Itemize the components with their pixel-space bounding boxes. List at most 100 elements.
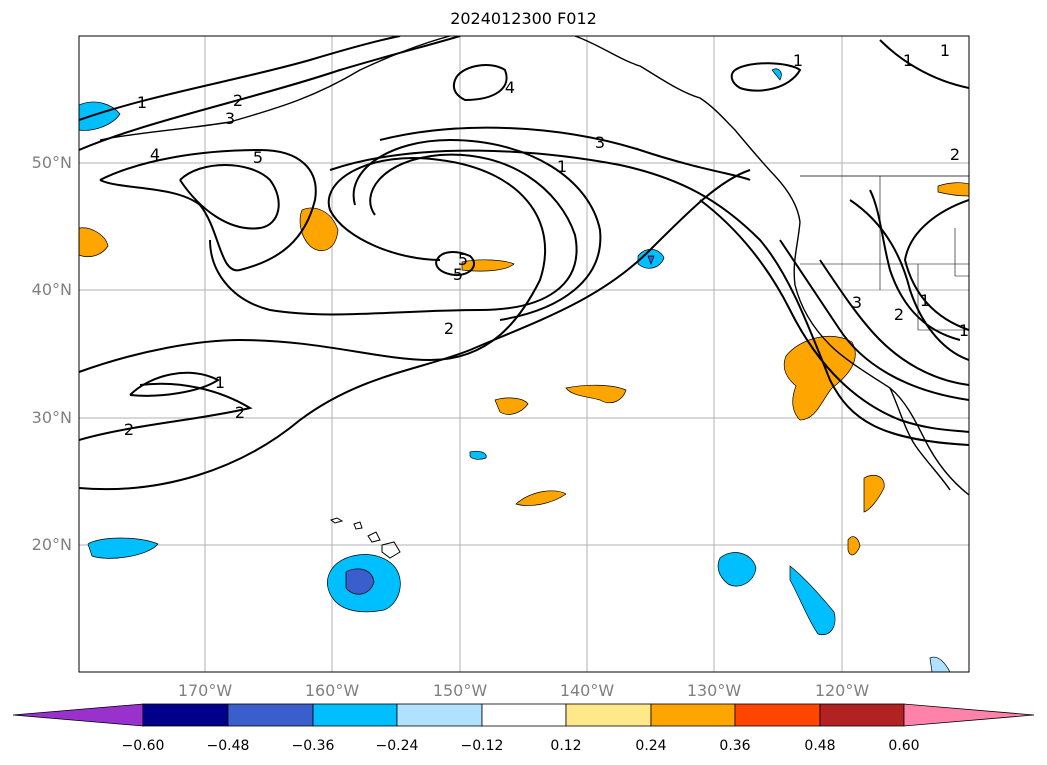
shade-neg-a	[87, 537, 159, 559]
map-title: 2024012300 F012	[450, 9, 597, 28]
clabel: 3	[852, 293, 862, 312]
clabel: 1	[920, 291, 930, 310]
shade-pos-h	[937, 182, 969, 197]
lat-label: 50°N	[31, 153, 72, 172]
contour-sw-loop	[129, 371, 220, 397]
shade-neg-topleft	[79, 101, 121, 131]
shade-neg-e	[469, 450, 487, 460]
clabel: 2	[894, 305, 904, 324]
clabel: 2	[950, 145, 960, 164]
lon-label: 130°W	[686, 681, 742, 700]
clabel: 1	[940, 41, 950, 60]
lat-label: 30°N	[31, 408, 72, 427]
lon-label: 150°W	[432, 681, 488, 700]
contour-top-loop	[452, 64, 508, 102]
contour-ne-loop	[903, 199, 969, 331]
contour-east-2	[779, 239, 969, 401]
colorbar-tick: 0.36	[719, 738, 751, 754]
colorbar-bin	[481, 703, 567, 727]
clabel: 4	[505, 78, 515, 97]
clabel: 2	[235, 403, 245, 422]
colorbar-tick: −0.36	[291, 738, 335, 754]
clabel: 5	[458, 250, 468, 269]
clabel: 5	[253, 148, 263, 167]
colorbar-tick: −0.12	[460, 738, 504, 754]
shade-pos-g	[847, 536, 861, 556]
colorbar-bin	[396, 703, 483, 727]
clabel: 3	[225, 109, 235, 128]
contour-low-inner-1	[209, 153, 578, 316]
colorbar-tick: −0.60	[121, 738, 165, 754]
contour-east-rise	[869, 189, 961, 341]
shade-pos-left	[79, 227, 109, 257]
clabel: 2	[124, 420, 134, 439]
colorbar-bin	[819, 703, 905, 727]
coastlines	[99, 36, 969, 496]
colorbar-bin	[227, 703, 314, 727]
shade-pos-c	[565, 384, 627, 404]
shade-pos-b	[461, 259, 515, 272]
contour-alaska-small	[730, 62, 802, 92]
colorbar-bin	[734, 703, 821, 727]
colorbar-tick: −0.48	[206, 738, 250, 754]
colorbar-extend-min	[12, 703, 144, 727]
clabel: 1	[137, 93, 147, 112]
us-west-coast	[793, 221, 969, 496]
contour-2-lower	[79, 382, 253, 441]
shade-neg-d	[789, 565, 836, 636]
lon-label: 140°W	[559, 681, 615, 700]
colorbar-tick: −0.24	[375, 738, 419, 754]
contour-inner-west	[179, 164, 280, 230]
map-frame	[78, 35, 970, 673]
state-borders	[800, 176, 969, 331]
shade-pos-e	[515, 490, 567, 506]
colorbar-bin	[565, 703, 652, 727]
hawaiian-islands	[329, 517, 401, 559]
clabel: 1	[557, 157, 567, 176]
clabel: 5	[453, 265, 463, 284]
baja	[889, 387, 951, 491]
contour-5-center	[435, 251, 475, 277]
shade-pos-d	[494, 397, 529, 415]
clabel: 2	[444, 319, 454, 338]
lat-label: 40°N	[31, 280, 72, 299]
contour-west-blob	[99, 148, 317, 272]
shade-pos-coast	[783, 335, 856, 421]
colorbar-bin	[650, 703, 736, 727]
colorbar-tick: 0.48	[804, 738, 836, 754]
contour-ne-top	[879, 39, 969, 89]
clabel: 4	[150, 145, 160, 164]
contour-east-1	[819, 259, 969, 386]
contour-2	[79, 36, 401, 121]
colorbar-tick: 0.24	[635, 738, 667, 754]
contour-labels: 1 2 3 4 5 4 5 5 3 1 2 2 1 2 1 3 2 1 2 1 …	[124, 41, 969, 439]
shade-neg-hawaii-core	[345, 568, 375, 595]
contour-east-inner	[849, 199, 969, 361]
colorbar-tick: 0.12	[550, 738, 582, 754]
clabel: 1	[793, 51, 803, 70]
shade-neg-b-core	[647, 255, 655, 265]
contour-east-3	[699, 199, 969, 433]
colorbar-tick: 0.60	[888, 738, 920, 754]
contour-long-1	[79, 169, 751, 491]
lat-label: 20°N	[31, 535, 72, 554]
shade-neg-c	[717, 552, 757, 587]
colorbar-bin	[142, 703, 229, 727]
clabel: 1	[959, 321, 969, 340]
shade-pos-f	[863, 474, 885, 513]
alaska-coast	[574, 36, 801, 223]
shade-neg-f	[929, 656, 951, 672]
clabel: 3	[595, 133, 605, 152]
clabel: 1	[215, 373, 225, 392]
map-plot-area: 1 2 3 4 5 4 5 5 3 1 2 2 1 2 1 3 2 1 2 1 …	[79, 36, 969, 672]
contour-lines	[79, 36, 969, 491]
colorbar-extend-max	[903, 703, 1035, 727]
clabel: 2	[233, 91, 243, 110]
lon-label: 120°W	[814, 681, 870, 700]
contour-arc-3	[379, 126, 751, 181]
shaded-anomalies	[79, 68, 969, 672]
colorbar	[12, 703, 1035, 727]
colorbar-bin	[312, 703, 398, 727]
lon-label: 160°W	[304, 681, 360, 700]
